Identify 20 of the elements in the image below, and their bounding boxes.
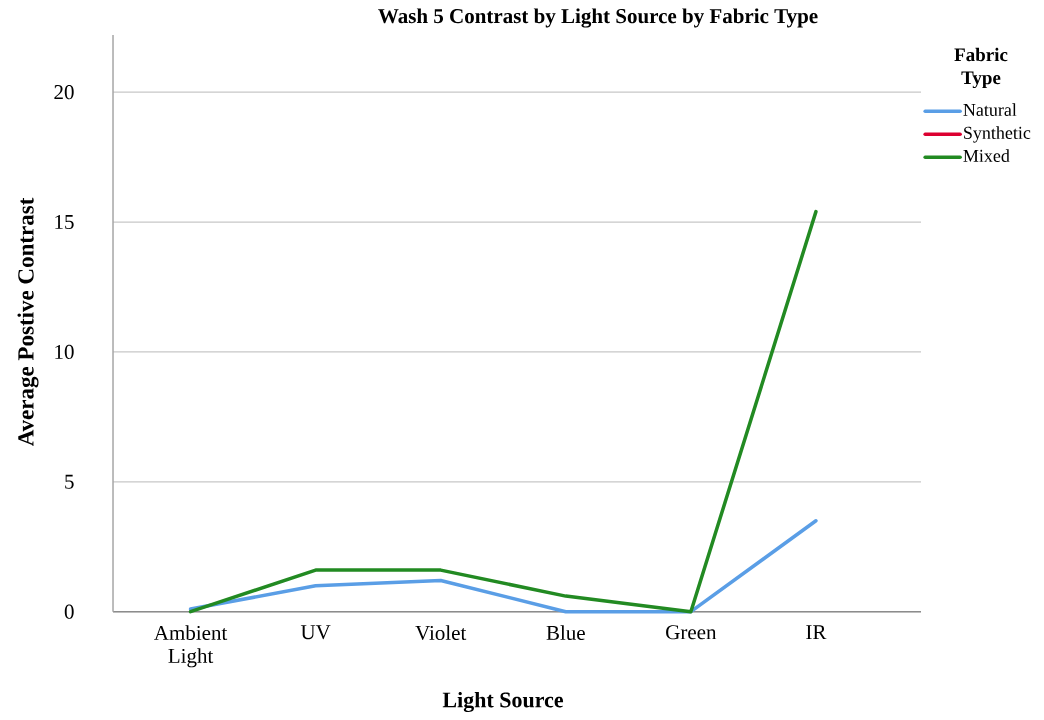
y-tick-label: 5 xyxy=(65,474,74,489)
legend-title: Fabric Type xyxy=(954,47,1008,89)
line-series xyxy=(188,209,818,614)
line-series xyxy=(188,519,818,614)
x-tick-label: Blue xyxy=(546,625,585,640)
y-tick-label: 20 xyxy=(54,85,74,100)
chart-title: Wash 5 Contrast by Light Source by Fabric Type xyxy=(378,8,818,28)
x-tick-label: Violet xyxy=(415,625,467,641)
legend-label: Natural xyxy=(963,103,1017,116)
x-tick-label: Ambient Light xyxy=(154,625,228,668)
x-tick-label: Green xyxy=(666,625,717,640)
y-tick-label: 15 xyxy=(55,214,74,230)
legend-label: Synthetic xyxy=(964,126,1031,143)
y-axis-title: Average Postive Contrast xyxy=(17,197,39,447)
x-tick-label: UV xyxy=(300,625,331,640)
legend-label: Mixed xyxy=(963,149,1010,162)
x-axis-title: Light Source xyxy=(442,691,564,713)
y-tick-label: 10 xyxy=(55,344,74,359)
x-tick-label: IR xyxy=(806,625,827,639)
y-tick-label: 0 xyxy=(64,604,74,619)
